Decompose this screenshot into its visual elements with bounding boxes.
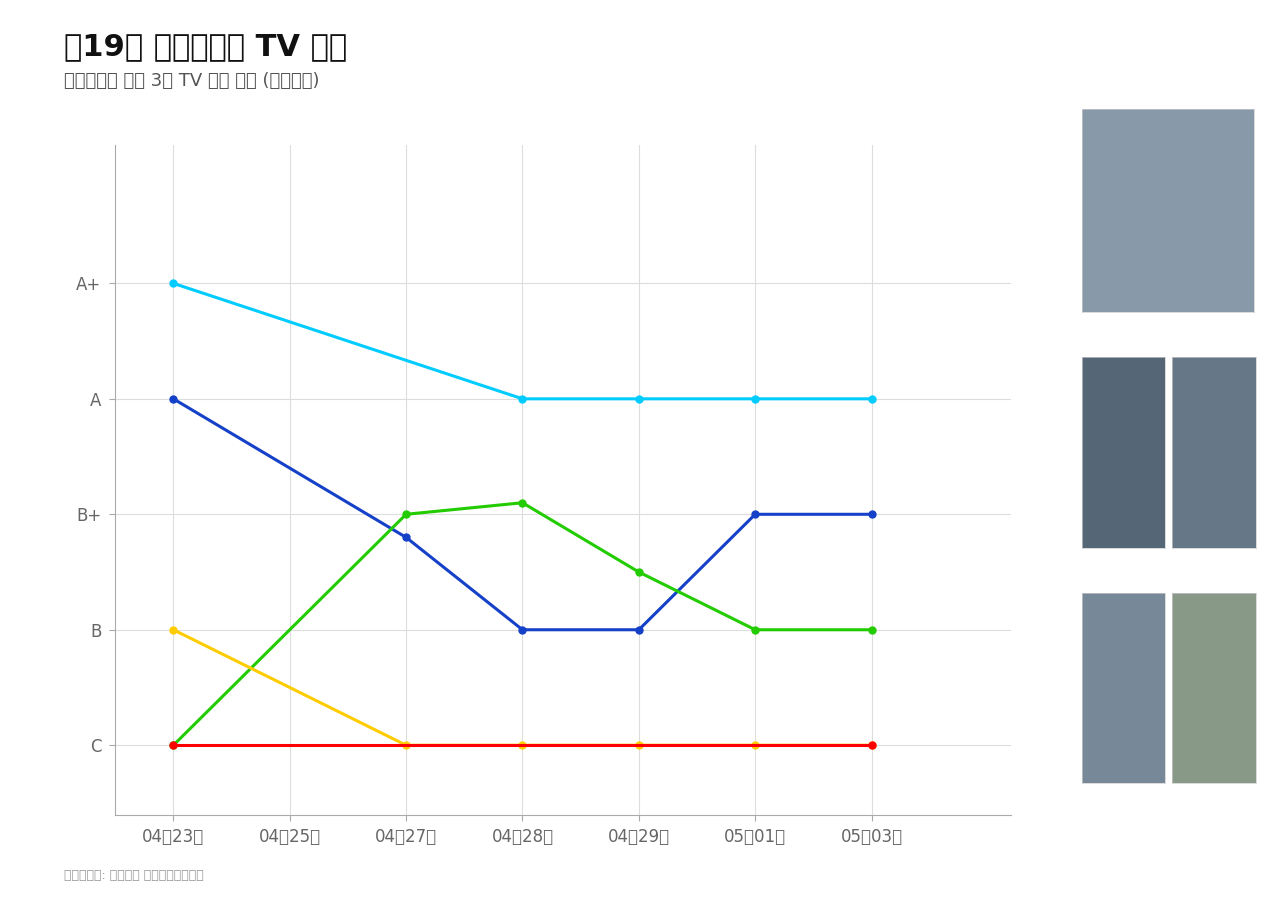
Text: 제19대 대통령선거 TV 토론: 제19대 대통령선거 TV 토론 bbox=[64, 32, 347, 61]
Text: 데이터출처: 중앙일보 라이브팩트체크팀: 데이터출처: 중앙일보 라이브팩트체크팀 bbox=[64, 870, 204, 882]
Text: 중앙선관위 주관 3차 TV 토론 평가 (중앙일보): 중앙선관위 주관 3차 TV 토론 평가 (중앙일보) bbox=[64, 72, 320, 91]
